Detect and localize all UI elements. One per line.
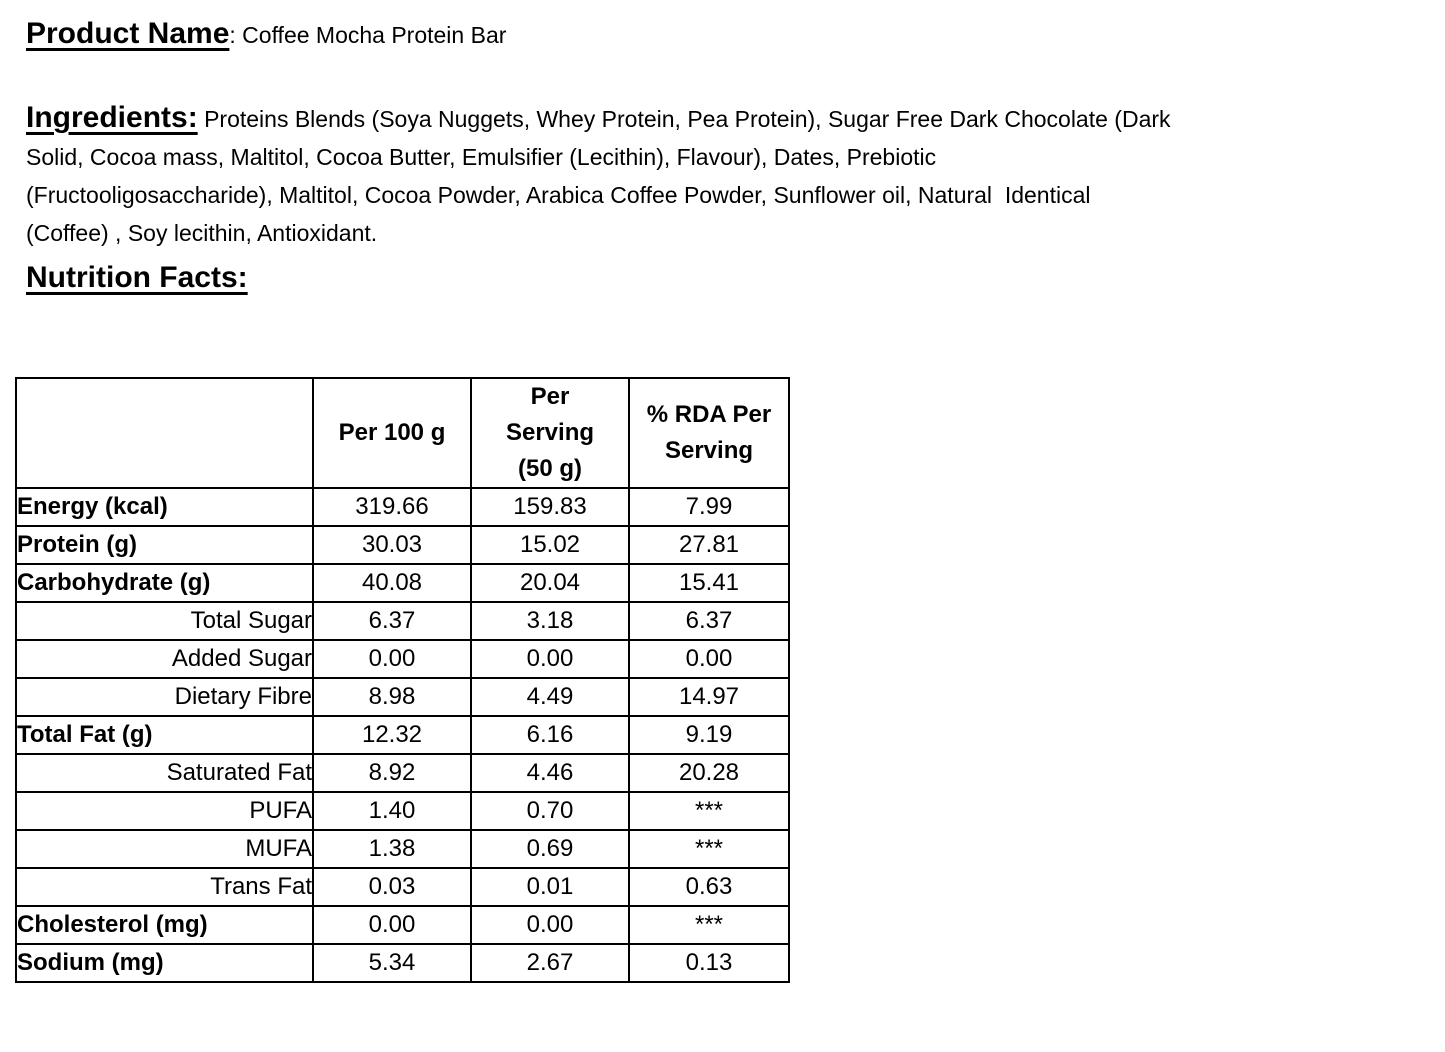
value-per-100g: 319.66 xyxy=(312,487,472,527)
value-rda-percent: 6.37 xyxy=(628,601,790,641)
row-carbohydrate: Carbohydrate (g) 40.08 20.04 15.41 xyxy=(15,563,790,603)
value-rda-percent: 15.41 xyxy=(628,563,790,603)
header-per-100g: Per 100 g xyxy=(312,377,472,489)
value-rda-percent: 0.13 xyxy=(628,943,790,983)
nutrient-label: MUFA xyxy=(15,829,314,869)
row-added-sugar: Added Sugar 0.00 0.00 0.00 xyxy=(15,639,790,679)
value-rda-percent: 27.81 xyxy=(628,525,790,565)
row-total-fat: Total Fat (g) 12.32 6.16 9.19 xyxy=(15,715,790,755)
value-per-100g: 8.92 xyxy=(312,753,472,793)
value-per-100g: 0.03 xyxy=(312,867,472,907)
value-rda-percent: 0.63 xyxy=(628,867,790,907)
value-per-100g: 1.40 xyxy=(312,791,472,831)
ingredients-line: (Coffee) , Soy lecithin, Antioxidant. xyxy=(26,220,378,246)
ingredients-line: (Fructooligosaccharide), Maltitol, Cocoa… xyxy=(26,182,1091,208)
value-per-100g: 6.37 xyxy=(312,601,472,641)
ingredients-line: Solid, Cocoa mass, Maltitol, Cocoa Butte… xyxy=(26,144,937,170)
value-rda-percent: 7.99 xyxy=(628,487,790,527)
row-energy: Energy (kcal) 319.66 159.83 7.99 xyxy=(15,487,790,527)
row-sodium: Sodium (mg) 5.34 2.67 0.13 xyxy=(15,943,790,983)
nutrient-label: Saturated Fat xyxy=(15,753,314,793)
value-rda-percent: *** xyxy=(628,791,790,831)
row-dietary-fibre: Dietary Fibre 8.98 4.49 14.97 xyxy=(15,677,790,717)
value-per-serving: 0.00 xyxy=(470,639,630,679)
nutrient-label: Total Sugar xyxy=(15,601,314,641)
nutrition-facts-heading-line: Nutrition Facts: xyxy=(26,258,1415,303)
value-per-100g: 30.03 xyxy=(312,525,472,565)
nutrition-table: Per 100 g Per Serving (50 g) % RDA Per S… xyxy=(15,377,790,983)
value-per-serving: 6.16 xyxy=(470,715,630,755)
product-name-line: Product Name: Coffee Mocha Protein Bar xyxy=(26,14,1415,55)
value-per-serving: 3.18 xyxy=(470,601,630,641)
product-name-separator: : xyxy=(229,22,243,48)
nutrient-label: PUFA xyxy=(15,791,314,831)
nutrition-facts-label: Nutrition Facts: xyxy=(26,261,248,294)
header-blank-cell xyxy=(15,377,314,489)
ingredients-line: Proteins Blends (Soya Nuggets, Whey Prot… xyxy=(204,106,1171,132)
product-name-label: Product Name xyxy=(26,17,230,50)
row-pufa: PUFA 1.40 0.70 *** xyxy=(15,791,790,831)
value-rda-percent: 9.19 xyxy=(628,715,790,755)
nutrient-label: Dietary Fibre xyxy=(15,677,314,717)
value-rda-percent: 14.97 xyxy=(628,677,790,717)
ingredients-label: Ingredients: xyxy=(26,101,198,134)
row-cholesterol: Cholesterol (mg) 0.00 0.00 *** xyxy=(15,905,790,945)
value-per-serving: 0.70 xyxy=(470,791,630,831)
value-rda-percent: *** xyxy=(628,905,790,945)
value-per-serving: 15.02 xyxy=(470,525,630,565)
value-per-serving: 0.00 xyxy=(470,905,630,945)
value-per-serving: 4.49 xyxy=(470,677,630,717)
nutrient-label: Protein (g) xyxy=(15,525,314,565)
product-name-value: Coffee Mocha Protein Bar xyxy=(242,22,507,48)
value-per-serving: 4.46 xyxy=(470,753,630,793)
nutrient-label: Sodium (mg) xyxy=(15,943,314,983)
nutrient-label: Energy (kcal) xyxy=(15,487,314,527)
value-per-serving: 159.83 xyxy=(470,487,630,527)
nutrient-label: Cholesterol (mg) xyxy=(15,905,314,945)
header-per-serving: Per Serving (50 g) xyxy=(470,377,630,489)
value-rda-percent: 0.00 xyxy=(628,639,790,679)
row-saturated-fat: Saturated Fat 8.92 4.46 20.28 xyxy=(15,753,790,793)
header-rda-per-serving: % RDA Per Serving xyxy=(628,377,790,489)
nutrient-label: Added Sugar xyxy=(15,639,314,679)
value-per-100g: 1.38 xyxy=(312,829,472,869)
value-per-serving: 0.01 xyxy=(470,867,630,907)
value-per-100g: 0.00 xyxy=(312,905,472,945)
value-per-100g: 0.00 xyxy=(312,639,472,679)
value-rda-percent: *** xyxy=(628,829,790,869)
value-per-100g: 40.08 xyxy=(312,563,472,603)
row-total-sugar: Total Sugar 6.37 3.18 6.37 xyxy=(15,601,790,641)
nutrient-label: Total Fat (g) xyxy=(15,715,314,755)
value-per-100g: 12.32 xyxy=(312,715,472,755)
value-per-100g: 5.34 xyxy=(312,943,472,983)
row-protein: Protein (g) 30.03 15.02 27.81 xyxy=(15,525,790,565)
row-trans-fat: Trans Fat 0.03 0.01 0.63 xyxy=(15,867,790,907)
nutrient-label: Trans Fat xyxy=(15,867,314,907)
value-per-serving: 2.67 xyxy=(470,943,630,983)
nutrient-label: Carbohydrate (g) xyxy=(15,563,314,603)
value-rda-percent: 20.28 xyxy=(628,753,790,793)
value-per-100g: 8.98 xyxy=(312,677,472,717)
value-per-serving: 0.69 xyxy=(470,829,630,869)
table-header-row: Per 100 g Per Serving (50 g) % RDA Per S… xyxy=(15,377,790,489)
value-per-serving: 20.04 xyxy=(470,563,630,603)
row-mufa: MUFA 1.38 0.69 *** xyxy=(15,829,790,869)
ingredients-paragraph: Ingredients: Proteins Blends (Soya Nugge… xyxy=(26,99,1415,252)
